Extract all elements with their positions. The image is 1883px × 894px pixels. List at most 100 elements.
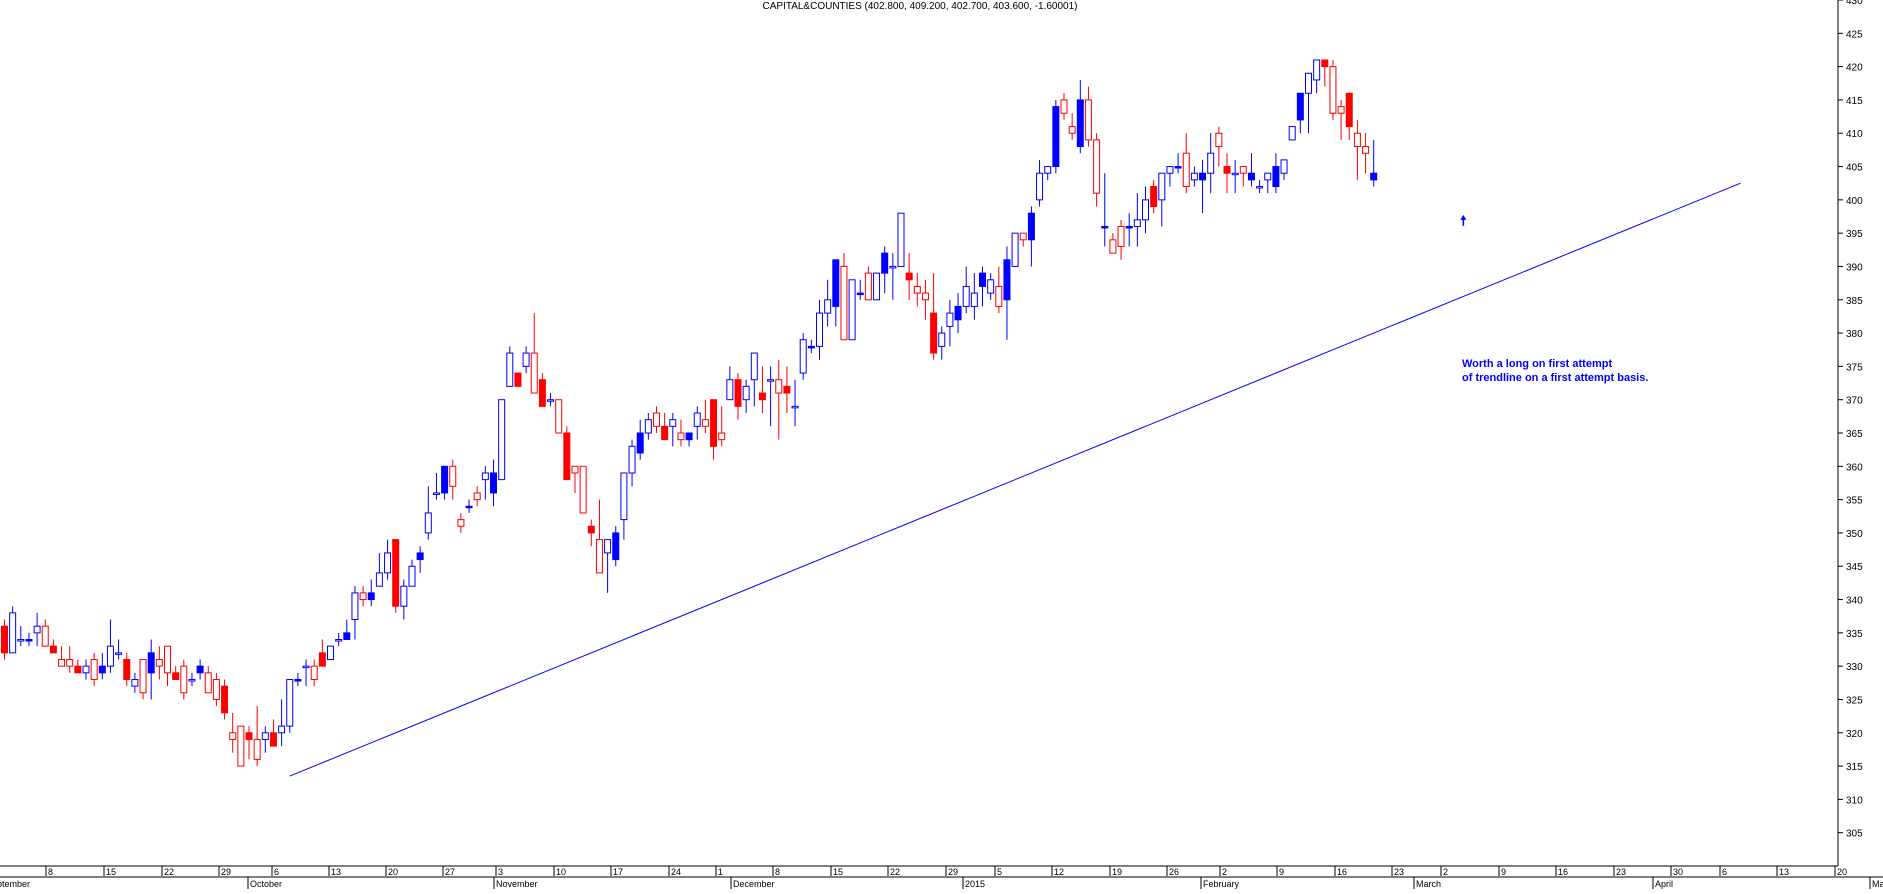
- annotation-line-1: Worth a long on first attempt: [1462, 358, 1613, 370]
- candle: [840, 253, 848, 341]
- candle: [1321, 59, 1329, 87]
- candle-body: [367, 592, 375, 601]
- candle: [987, 273, 995, 300]
- candle: [816, 299, 823, 360]
- x-day-label: 23: [1616, 867, 1626, 877]
- candle: [1313, 59, 1321, 94]
- y-tick-label: 325: [1846, 695, 1863, 706]
- candle: [677, 419, 685, 447]
- candle-body: [1150, 186, 1158, 208]
- y-tick-label: 335: [1846, 629, 1863, 640]
- candle: [1353, 119, 1361, 180]
- candle: [791, 379, 799, 427]
- candle: [66, 646, 74, 673]
- candle: [1076, 79, 1084, 154]
- y-tick-label: 315: [1846, 762, 1863, 773]
- candle-body: [930, 312, 938, 354]
- x-day-label: 6: [274, 867, 279, 877]
- candle: [1223, 153, 1231, 194]
- candle: [864, 266, 872, 301]
- candle: [1036, 159, 1044, 207]
- candle-body: [1247, 172, 1255, 181]
- candle: [921, 279, 929, 320]
- x-day-label: 16: [1558, 867, 1568, 877]
- candle: [131, 672, 139, 693]
- y-tick-label: 360: [1846, 462, 1863, 473]
- candle: [359, 586, 367, 607]
- candle-body: [571, 465, 579, 474]
- x-day-label: 27: [445, 867, 455, 877]
- candle-body: [253, 738, 261, 760]
- candle: [33, 612, 41, 647]
- candle-body: [351, 592, 359, 621]
- candle: [351, 586, 359, 640]
- candle-body: [1207, 152, 1215, 174]
- candle-body: [938, 332, 946, 347]
- candle-body: [579, 465, 587, 514]
- candle: [506, 346, 514, 387]
- candle-body: [1353, 132, 1361, 148]
- candle: [1125, 213, 1133, 247]
- x-day-label: 17: [613, 867, 623, 877]
- candle: [1109, 233, 1117, 254]
- x-day-label: 20: [1837, 867, 1847, 877]
- candle-body: [1101, 225, 1109, 229]
- candle: [473, 486, 481, 507]
- candle-body: [90, 658, 98, 680]
- candle-body: [33, 625, 41, 634]
- candle-body: [750, 352, 758, 381]
- candle: [384, 539, 392, 580]
- candle: [979, 266, 986, 307]
- candle-body: [905, 272, 913, 281]
- candle: [1101, 173, 1109, 247]
- chart-title: CAPITAL&COUNTIES (402.800, 409.200, 402.…: [762, 1, 1078, 12]
- candle-body: [1215, 132, 1223, 148]
- candle: [432, 472, 440, 500]
- candle: [90, 652, 98, 687]
- candle: [742, 379, 750, 414]
- candle-body: [677, 432, 685, 441]
- candle: [1003, 246, 1011, 340]
- candle-body: [962, 285, 970, 307]
- candle-body: [237, 725, 245, 767]
- candle: [481, 466, 489, 500]
- candle-body: [359, 592, 367, 601]
- x-month-label: February: [1203, 879, 1240, 889]
- candle: [1272, 153, 1280, 194]
- x-month-label: September: [0, 879, 30, 889]
- candle-body: [1288, 126, 1296, 141]
- candle-body: [1084, 99, 1092, 141]
- candle-body: [1044, 166, 1052, 174]
- candle-body: [734, 379, 742, 407]
- candle-body: [465, 505, 473, 509]
- candle-body: [490, 472, 497, 494]
- x-day-label: 22: [890, 867, 900, 877]
- candle-body: [229, 732, 237, 740]
- candle-body: [1305, 72, 1312, 94]
- candle-body: [563, 432, 571, 481]
- candle-body: [742, 385, 750, 401]
- candle: [930, 273, 938, 360]
- candle-body: [1133, 219, 1141, 227]
- candle-body: [172, 672, 180, 680]
- candle-body: [196, 665, 204, 674]
- x-month-label: December: [733, 879, 775, 889]
- candle-body: [555, 399, 563, 434]
- candle: [538, 373, 546, 407]
- y-tick-label: 420: [1846, 63, 1863, 74]
- candle-body: [995, 285, 1003, 307]
- candle: [375, 552, 383, 587]
- candle: [1215, 126, 1223, 167]
- candle: [750, 352, 758, 407]
- candle: [180, 659, 188, 700]
- candle: [726, 366, 734, 401]
- candle-body: [286, 678, 294, 727]
- candle-body: [1256, 186, 1264, 189]
- candle: [286, 678, 294, 733]
- candle-body: [538, 379, 546, 407]
- candle: [106, 619, 114, 673]
- candle-body: [946, 312, 954, 327]
- candle-body: [1337, 106, 1345, 114]
- candle: [1362, 133, 1370, 174]
- candle-body: [188, 678, 196, 682]
